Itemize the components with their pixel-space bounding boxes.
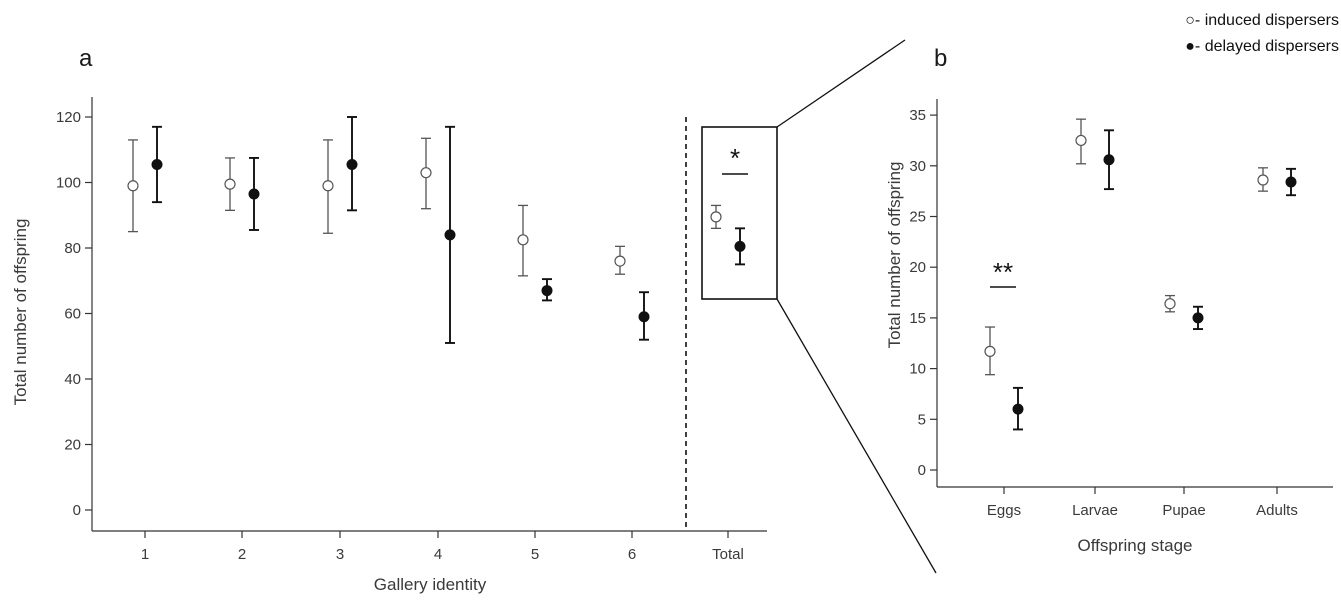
- y-axis-label-b: Total number of offspring: [885, 162, 904, 349]
- y-tick-label: 0: [918, 462, 926, 479]
- x-tick-label: Total: [712, 546, 744, 563]
- y-tick-label: 0: [73, 502, 81, 519]
- y-tick-label: 20: [909, 259, 926, 276]
- induced-point: [127, 180, 139, 192]
- delayed-point: [638, 311, 650, 323]
- total-highlight-box: [701, 126, 778, 300]
- delayed-point: [1103, 154, 1115, 166]
- delayed-point: [151, 158, 163, 170]
- y-tick-label: 100: [56, 175, 81, 192]
- x-tick-label: 3: [336, 546, 344, 563]
- x-tick-label: Eggs: [987, 502, 1021, 519]
- y-tick-label: 10: [909, 361, 926, 378]
- a-yticks: 0 20 40 60 80 100 120: [56, 109, 92, 519]
- induced-point: [710, 211, 722, 223]
- a-marks: [127, 116, 746, 344]
- delayed-point: [541, 285, 553, 297]
- x-tick-label: Adults: [1256, 502, 1298, 519]
- x-tick-label: 2: [238, 546, 246, 563]
- induced-point: [517, 234, 529, 246]
- b-xticks: Eggs Larvae Pupae Adults: [987, 487, 1298, 519]
- induced-point: [322, 180, 334, 192]
- significance-marker-b: **: [993, 257, 1013, 287]
- panel-a-letter: a: [79, 45, 93, 72]
- y-tick-label: 20: [64, 437, 81, 454]
- b-marks: [984, 118, 1297, 431]
- induced-point: [420, 167, 432, 179]
- delayed-point: [444, 229, 456, 241]
- panel-a: a 0 20 40 60 80 100 120 1 2 3 4 5 6 Total * Gallery …: [11, 45, 778, 594]
- induced-point: [984, 345, 996, 357]
- x-tick-label: Larvae: [1072, 502, 1118, 519]
- induced-point: [224, 178, 236, 190]
- delayed-point: [1012, 403, 1024, 415]
- x-tick-label: 6: [628, 546, 636, 563]
- panel-b-letter: b: [934, 45, 947, 72]
- x-tick-label: Pupae: [1162, 502, 1205, 519]
- y-tick-label: 120: [56, 109, 81, 126]
- delayed-point: [248, 188, 260, 200]
- y-tick-label: 80: [64, 240, 81, 257]
- x-tick-label: 5: [531, 546, 539, 563]
- legend-induced: ○- induced dispersers: [1185, 12, 1339, 29]
- y-tick-label: 60: [64, 306, 81, 323]
- induced-point: [1075, 134, 1087, 147]
- delayed-point: [1192, 312, 1204, 324]
- a-xticks: 1 2 3 4 5 6 Total: [141, 531, 744, 563]
- y-axis-label-a: Total number of offspring: [11, 219, 30, 406]
- y-tick-label: 30: [909, 158, 926, 175]
- delayed-point: [734, 240, 746, 252]
- x-tick-label: 4: [434, 546, 442, 563]
- b-yticks: 0 5 10 15 20 25 30 35: [909, 107, 937, 479]
- y-tick-label: 25: [909, 209, 926, 226]
- delayed-point: [346, 158, 358, 170]
- y-tick-label: 15: [909, 310, 926, 327]
- zoom-connector-bottom: [776, 298, 937, 574]
- induced-point: [1164, 298, 1176, 310]
- legend-delayed: ●- delayed dispersers: [1185, 38, 1339, 55]
- y-tick-label: 40: [64, 371, 81, 388]
- x-tick-label: 1: [141, 546, 149, 563]
- delayed-point: [1285, 176, 1297, 188]
- x-axis-label-b: Offspring stage: [1078, 536, 1193, 555]
- x-axis-label-a: Gallery identity: [374, 575, 487, 594]
- induced-point: [1257, 174, 1269, 186]
- zoom-connector-top: [776, 39, 906, 128]
- y-tick-label: 35: [909, 107, 926, 124]
- significance-marker-a: *: [730, 143, 740, 173]
- panel-b: b 0 5 10 15 20 25 30 35 Eggs Larvae Pupae Adults *…: [885, 45, 1333, 555]
- y-tick-label: 5: [918, 411, 926, 428]
- induced-point: [614, 255, 626, 267]
